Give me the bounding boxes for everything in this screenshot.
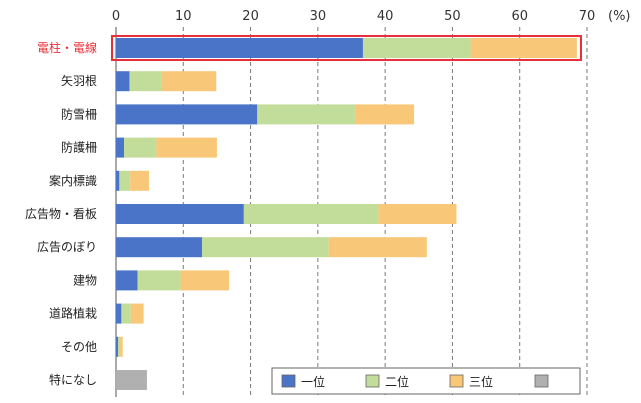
legend-swatch-0: [281, 374, 296, 388]
bar-2-series-2: [354, 104, 415, 125]
x-tick-label-50: 50: [444, 9, 461, 24]
bar-5-series-0: [116, 204, 244, 224]
category-label-0: 電柱・電線: [37, 40, 97, 55]
legend: 一位 二位 三位: [271, 367, 581, 395]
x-tick-label-30: 30: [310, 9, 327, 24]
bar-1-series-2: [161, 71, 217, 92]
legend-swatch-1: [365, 374, 380, 388]
bar-9-series-2: [120, 336, 123, 357]
bar-5-series-2: [378, 204, 457, 224]
category-label-10: 特になし: [49, 372, 97, 387]
category-label-6: 広告のぼり: [37, 240, 97, 254]
legend-frame: [271, 367, 581, 395]
x-tick-label-70: 70: [579, 9, 596, 24]
bar-1-series-0: [116, 71, 130, 92]
bar-8-series-2: [130, 303, 144, 324]
bar-2-series-0: [116, 104, 258, 125]
category-labels: 電柱・電線矢羽根防雪柵防護柵案内標識広告物・看板広告のぼり建物道路植栽その他特に…: [25, 40, 97, 387]
legend-label-1: 二位: [385, 374, 409, 389]
x-tick-label-40: 40: [377, 9, 394, 24]
bars: [111, 35, 582, 390]
x-axis-ticks: 0 10 20 30 40 50 60 70 (%): [112, 9, 631, 24]
bar-7-series-0: [116, 270, 138, 291]
bar-8-series-0: [116, 303, 122, 324]
bar-6-series-1: [202, 237, 329, 258]
bar-7-series-1: [137, 270, 181, 291]
bar-6-series-0: [116, 237, 203, 258]
category-label-2: 防雪柵: [61, 106, 97, 121]
x-axis-unit: (%): [608, 9, 631, 24]
highlight-box: [111, 35, 582, 61]
legend-label-0: 一位: [301, 374, 325, 389]
bar-4-series-2: [130, 170, 149, 191]
category-label-7: 建物: [73, 273, 97, 287]
category-label-4: 案内標識: [49, 173, 97, 188]
x-tick-label-60: 60: [511, 9, 528, 24]
x-tick-label-20: 20: [242, 9, 259, 24]
legend-swatch-2: [449, 374, 464, 388]
bar-10-series-3: [116, 370, 147, 390]
bar-0-series-0: [116, 38, 363, 58]
bar-9-series-1: [118, 336, 121, 357]
bar-3-series-1: [124, 137, 157, 158]
bar-4-series-0: [116, 170, 120, 191]
bar-8-series-1: [121, 303, 131, 324]
x-tick-label-0: 0: [112, 9, 120, 24]
bar-6-series-2: [328, 237, 427, 258]
bar-0-series-2: [470, 38, 577, 58]
bar-3-series-2: [156, 137, 217, 158]
bar-5-series-1: [243, 204, 379, 224]
bar-3-series-0: [116, 137, 125, 158]
bar-1-series-1: [129, 71, 162, 92]
category-label-1: 矢羽根: [61, 74, 97, 88]
x-tick-label-10: 10: [175, 9, 192, 24]
bar-0-series-1: [362, 38, 471, 58]
bar-9-series-0: [116, 336, 119, 357]
bar-4-series-1: [119, 170, 131, 191]
category-label-5: 広告物・看板: [25, 207, 97, 221]
category-label-3: 防護柵: [61, 140, 97, 155]
bar-7-series-2: [180, 270, 230, 291]
category-label-8: 道路植栽: [49, 306, 97, 321]
legend-swatch-3: [534, 374, 549, 388]
bar-2-series-1: [257, 104, 355, 125]
category-label-9: その他: [61, 340, 97, 354]
legend-label-2: 三位: [469, 374, 493, 389]
